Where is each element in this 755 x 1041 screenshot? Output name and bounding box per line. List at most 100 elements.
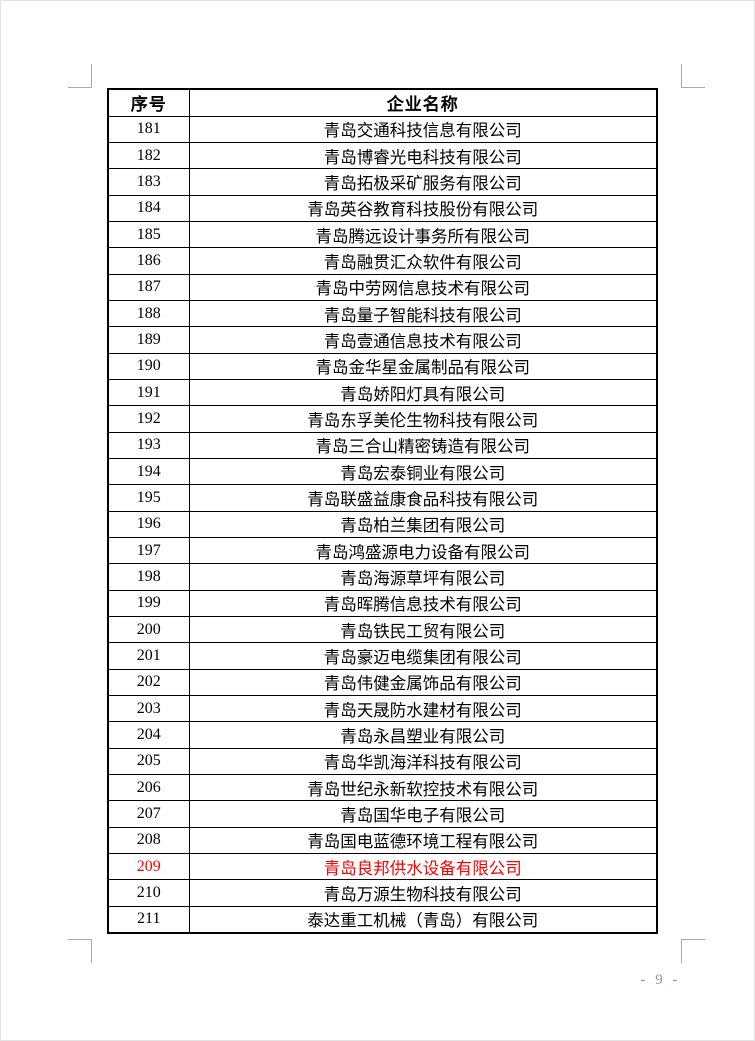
row-index-cell: 198 [107,563,190,591]
table-row: 194 青岛宏泰铜业有限公司 [107,457,658,486]
table-row: 187 青岛中劳网信息技术有限公司 [107,273,658,301]
row-index-cell: 202 [107,668,190,697]
company-name-cell: 泰达重工机械（青岛）有限公司 [188,905,658,934]
row-index-cell: 181 [107,115,190,143]
table-row: 196 青岛柏兰集团有限公司 [107,510,658,539]
row-index-cell: 190 [107,352,190,380]
table-row: 197 青岛鸿盛源电力设备有限公司 [107,536,658,565]
table-row: 201 青岛豪迈电缆集团有限公司 [107,642,658,670]
company-name-cell: 青岛量子智能科技有限公司 [188,299,658,328]
page-number: - 9 - [640,972,678,988]
company-name-cell: 青岛东孚美伦生物科技有限公司 [188,405,658,433]
company-list-table: 序号 企业名称 181 青岛交通科技信息有限公司 182 青岛博睿光电科技有限公司 18… [107,88,658,934]
table-row: 186 青岛融贯汇众软件有限公司 [107,247,658,275]
row-index-cell: 204 [107,721,190,749]
row-index-cell: 201 [107,642,190,670]
table-row: 203 青岛天晟防水建材有限公司 [107,695,658,723]
company-name-cell: 青岛金华星金属制品有限公司 [188,352,658,380]
row-index-cell: 194 [107,457,190,486]
column-header-company-name: 企业名称 [188,88,658,117]
company-name-cell: 青岛国电蓝德环境工程有限公司 [188,826,658,855]
company-name-cell: 青岛天晟防水建材有限公司 [188,695,658,723]
column-header-index: 序号 [107,88,190,117]
company-name-cell: 青岛世纪永新软控技术有限公司 [188,774,658,802]
row-index-cell: 192 [107,405,190,433]
table-row: 202 青岛伟健金属饰品有限公司 [107,668,658,697]
row-index-cell: 209 [107,853,190,881]
row-index-cell: 199 [107,589,190,618]
row-index-cell: 185 [107,220,190,249]
row-index-cell: 195 [107,484,190,512]
table-row: 192 青岛东孚美伦生物科技有限公司 [107,405,658,433]
table-row: 191 青岛娇阳灯具有限公司 [107,378,658,407]
company-name-cell: 青岛鸿盛源电力设备有限公司 [188,536,658,565]
table-row: 204 青岛永昌塑业有限公司 [107,721,658,749]
row-index-cell: 189 [107,326,190,354]
company-name-cell: 青岛中劳网信息技术有限公司 [188,273,658,301]
company-name-cell: 青岛华凯海洋科技有限公司 [188,747,658,776]
table-row: 205 青岛华凯海洋科技有限公司 [107,747,658,776]
table-row: 185 青岛腾远设计事务所有限公司 [107,220,658,249]
company-name-cell: 青岛博睿光电科技有限公司 [188,141,658,170]
row-index-cell: 197 [107,536,190,565]
company-name-cell: 青岛联盛益康食品科技有限公司 [188,484,658,512]
table-row: 188 青岛量子智能科技有限公司 [107,299,658,328]
margin-crop-mark-top-left [68,64,92,88]
company-name-cell: 青岛万源生物科技有限公司 [188,879,658,907]
row-index-cell: 200 [107,616,190,644]
company-name-cell: 青岛海源草坪有限公司 [188,563,658,591]
table-row: 209 青岛良邦供水设备有限公司 [107,853,658,881]
table-row: 200 青岛铁民工贸有限公司 [107,616,658,644]
company-name-cell: 青岛交通科技信息有限公司 [188,115,658,143]
table-row: 193 青岛三合山精密铸造有限公司 [107,431,658,459]
row-index-cell: 211 [107,905,190,934]
margin-crop-mark-bottom-left [68,939,92,963]
company-name-cell: 青岛柏兰集团有限公司 [188,510,658,539]
row-index-cell: 182 [107,141,190,170]
company-name-cell: 青岛宏泰铜业有限公司 [188,457,658,486]
table-row: 195 青岛联盛益康食品科技有限公司 [107,484,658,512]
company-name-cell: 青岛永昌塑业有限公司 [188,721,658,749]
company-name-cell: 青岛腾远设计事务所有限公司 [188,220,658,249]
margin-crop-mark-bottom-right [681,939,705,963]
row-index-cell: 210 [107,879,190,907]
row-index-cell: 196 [107,510,190,539]
company-name-cell: 青岛壹通信息技术有限公司 [188,326,658,354]
company-name-cell: 青岛国华电子有限公司 [188,800,658,828]
company-name-cell: 青岛铁民工贸有限公司 [188,616,658,644]
table-row: 182 青岛博睿光电科技有限公司 [107,141,658,170]
table-row: 190 青岛金华星金属制品有限公司 [107,352,658,380]
table-row: 189 青岛壹通信息技术有限公司 [107,326,658,354]
company-name-cell: 青岛英谷教育科技股份有限公司 [188,194,658,222]
row-index-cell: 183 [107,168,190,196]
row-index-cell: 187 [107,273,190,301]
row-index-cell: 184 [107,194,190,222]
company-name-cell: 青岛豪迈电缆集团有限公司 [188,642,658,670]
table-row: 207 青岛国华电子有限公司 [107,800,658,828]
row-index-cell: 188 [107,299,190,328]
row-index-cell: 203 [107,695,190,723]
row-index-cell: 191 [107,378,190,407]
table-row: 198 青岛海源草坪有限公司 [107,563,658,591]
table-row: 211 泰达重工机械（青岛）有限公司 [107,905,658,934]
row-index-cell: 208 [107,826,190,855]
row-index-cell: 207 [107,800,190,828]
margin-crop-mark-top-right [681,64,705,88]
row-index-cell: 205 [107,747,190,776]
table-row: 181 青岛交通科技信息有限公司 [107,115,658,143]
row-index-cell: 206 [107,774,190,802]
table-row: 210 青岛万源生物科技有限公司 [107,879,658,907]
row-index-cell: 193 [107,431,190,459]
table-row: 206 青岛世纪永新软控技术有限公司 [107,774,658,802]
company-name-cell: 青岛三合山精密铸造有限公司 [188,431,658,459]
company-name-cell: 青岛良邦供水设备有限公司 [188,853,658,881]
company-name-cell: 青岛伟健金属饰品有限公司 [188,668,658,697]
table-row: 199 青岛晖腾信息技术有限公司 [107,589,658,618]
company-name-cell: 青岛拓极采矿服务有限公司 [188,168,658,196]
table-row: 183 青岛拓极采矿服务有限公司 [107,168,658,196]
row-index-cell: 186 [107,247,190,275]
table-row: 208 青岛国电蓝德环境工程有限公司 [107,826,658,855]
table-header-row: 序号 企业名称 [107,88,658,117]
company-name-cell: 青岛融贯汇众软件有限公司 [188,247,658,275]
